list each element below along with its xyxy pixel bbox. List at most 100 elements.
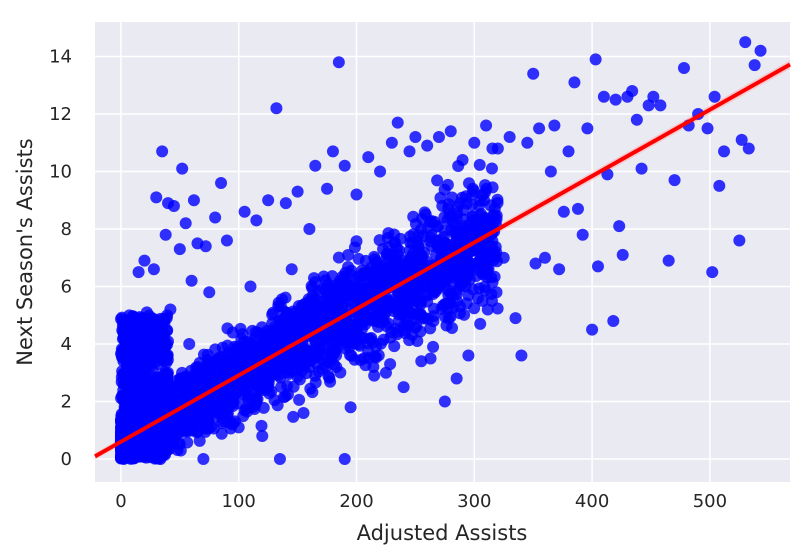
cloud-point — [412, 307, 425, 320]
cloud-point — [249, 368, 262, 381]
cloud-point — [226, 399, 239, 412]
scatter-point — [662, 254, 675, 267]
cloud-point — [470, 214, 483, 227]
cloud-point — [152, 388, 165, 401]
scatter-point — [159, 228, 172, 241]
scatter-point — [403, 145, 416, 158]
scatter-point — [164, 303, 177, 316]
scatter-point — [548, 119, 561, 132]
y-tick-labels: 0 2 4 6 8 10 12 14 — [49, 47, 72, 471]
cloud-point — [462, 177, 475, 190]
x-tick-label: 100 — [222, 491, 256, 512]
cloud-point — [391, 325, 404, 338]
cloud-point — [249, 326, 262, 339]
cloud-point — [336, 299, 349, 312]
cloud-point — [306, 386, 319, 399]
cloud-point — [236, 328, 249, 341]
cloud-point — [137, 436, 150, 449]
y-tick-label: 6 — [61, 277, 72, 298]
scatter-point — [385, 136, 398, 149]
cloud-point — [300, 367, 313, 380]
cloud-point — [274, 371, 287, 384]
cloud-point — [289, 330, 302, 343]
cloud-point — [138, 336, 151, 349]
cloud-point — [480, 182, 493, 195]
cloud-point — [130, 361, 143, 374]
scatter-point — [415, 355, 428, 368]
scatter-point — [568, 76, 581, 89]
scatter-point — [309, 159, 322, 172]
scatter-point — [256, 430, 269, 442]
cloud-point — [342, 261, 355, 274]
scatter-point — [597, 90, 610, 103]
scatter-point — [297, 407, 310, 419]
x-tick-label: 200 — [339, 491, 373, 512]
scatter-point — [450, 372, 463, 385]
scatter-point — [244, 280, 257, 293]
cloud-point — [267, 306, 280, 319]
cloud-point — [215, 427, 228, 440]
cloud-point — [161, 368, 174, 381]
cloud-point — [370, 256, 383, 269]
y-tick-label: 8 — [61, 219, 72, 240]
cloud-point — [335, 332, 348, 345]
cloud-point — [342, 249, 355, 262]
scatter-point — [332, 56, 345, 69]
scatter-point — [468, 136, 481, 149]
cloud-point — [476, 294, 489, 307]
cloud-point — [116, 348, 129, 361]
cloud-point — [367, 336, 380, 349]
scatter-point — [706, 266, 719, 279]
scatter-point — [733, 234, 746, 247]
y-tick-label: 12 — [49, 104, 72, 125]
scatter-point — [197, 453, 210, 465]
cloud-point — [421, 222, 434, 235]
scatter-point — [187, 194, 200, 207]
cloud-point — [357, 269, 370, 282]
cloud-point — [219, 356, 232, 369]
scatter-point — [167, 200, 180, 212]
y-tick-label: 0 — [61, 449, 72, 470]
scatter-point — [581, 122, 594, 135]
scatter-point — [124, 317, 137, 330]
cloud-point — [147, 320, 160, 333]
cloud-point — [438, 211, 451, 224]
cloud-point — [317, 270, 330, 283]
scatter-point — [427, 340, 440, 353]
scatter-point — [708, 90, 721, 103]
scatter-point — [421, 139, 434, 152]
scatter-point — [647, 90, 660, 103]
cloud-point — [161, 348, 174, 361]
cloud-point — [372, 266, 385, 279]
scatter-point — [156, 145, 169, 158]
cloud-point — [372, 349, 385, 362]
cloud-point — [362, 352, 375, 365]
scatter-point — [626, 85, 639, 97]
scatter-point — [480, 119, 493, 132]
scatter-point — [409, 131, 422, 143]
cloud-point — [293, 393, 306, 406]
cloud-point — [380, 248, 393, 261]
cloud-point — [135, 393, 148, 406]
scatter-point — [677, 62, 690, 74]
cloud-point — [124, 451, 137, 464]
cloud-point — [277, 330, 290, 343]
scatter-point — [613, 220, 626, 233]
cloud-point — [434, 242, 447, 255]
cloud-point — [403, 244, 416, 257]
scatter-point — [285, 263, 298, 276]
cloud-point — [332, 251, 345, 264]
scatter-point — [250, 214, 263, 227]
cloud-point — [460, 297, 473, 310]
cloud-point — [334, 366, 347, 379]
cloud-point — [140, 358, 153, 371]
scatter-point — [557, 205, 570, 218]
scatter-point — [616, 248, 629, 261]
scatter-point — [291, 185, 304, 198]
cloud-point — [322, 370, 335, 383]
cloud-point — [152, 329, 165, 342]
cloud-point — [290, 313, 303, 326]
scatter-point — [220, 234, 233, 247]
cloud-point — [319, 283, 332, 296]
scatter-point — [136, 349, 149, 362]
